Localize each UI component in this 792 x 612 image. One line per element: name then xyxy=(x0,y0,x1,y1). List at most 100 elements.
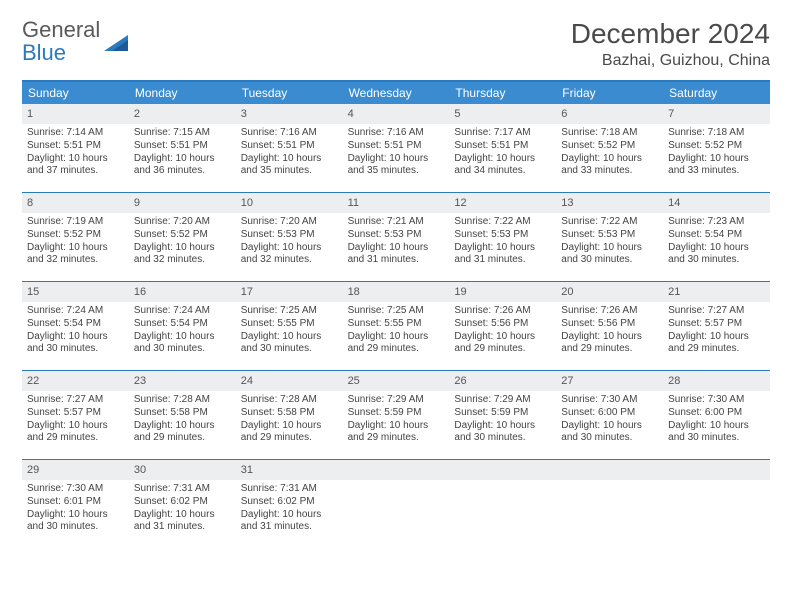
sunrise-line: Sunrise: 7:27 AM xyxy=(27,394,124,407)
calendar-cell: 14Sunrise: 7:23 AMSunset: 5:54 PMDayligh… xyxy=(663,193,770,281)
daylight-line: Daylight: 10 hours and 35 minutes. xyxy=(241,153,338,179)
calendar-cell: 18Sunrise: 7:25 AMSunset: 5:55 PMDayligh… xyxy=(343,282,450,370)
day-number: 27 xyxy=(556,371,663,391)
sunrise-line: Sunrise: 7:20 AM xyxy=(241,216,338,229)
daylight-line: Daylight: 10 hours and 30 minutes. xyxy=(241,331,338,357)
sunrise-line: Sunrise: 7:25 AM xyxy=(241,305,338,318)
daylight-line: Daylight: 10 hours and 29 minutes. xyxy=(27,420,124,446)
sunrise-line: Sunrise: 7:18 AM xyxy=(561,127,658,140)
sunset-line: Sunset: 6:02 PM xyxy=(241,496,338,509)
day-details: Sunrise: 7:30 AMSunset: 6:00 PMDaylight:… xyxy=(556,391,663,450)
dow-friday: Friday xyxy=(556,82,663,104)
day-number: 31 xyxy=(236,460,343,480)
day-details: Sunrise: 7:20 AMSunset: 5:53 PMDaylight:… xyxy=(236,213,343,272)
day-number: 20 xyxy=(556,282,663,302)
sunset-line: Sunset: 5:52 PM xyxy=(134,229,231,242)
day-number xyxy=(343,460,450,480)
calendar-cell xyxy=(449,460,556,548)
sunrise-line: Sunrise: 7:28 AM xyxy=(241,394,338,407)
sunrise-line: Sunrise: 7:15 AM xyxy=(134,127,231,140)
dow-monday: Monday xyxy=(129,82,236,104)
sunrise-line: Sunrise: 7:17 AM xyxy=(454,127,551,140)
day-details: Sunrise: 7:20 AMSunset: 5:52 PMDaylight:… xyxy=(129,213,236,272)
sunrise-line: Sunrise: 7:18 AM xyxy=(668,127,765,140)
calendar-cell: 3Sunrise: 7:16 AMSunset: 5:51 PMDaylight… xyxy=(236,104,343,192)
daylight-line: Daylight: 10 hours and 33 minutes. xyxy=(561,153,658,179)
sunrise-line: Sunrise: 7:29 AM xyxy=(348,394,445,407)
sunrise-line: Sunrise: 7:26 AM xyxy=(454,305,551,318)
calendar-cell: 30Sunrise: 7:31 AMSunset: 6:02 PMDayligh… xyxy=(129,460,236,548)
day-details: Sunrise: 7:21 AMSunset: 5:53 PMDaylight:… xyxy=(343,213,450,272)
day-details: Sunrise: 7:19 AMSunset: 5:52 PMDaylight:… xyxy=(22,213,129,272)
calendar-cell: 9Sunrise: 7:20 AMSunset: 5:52 PMDaylight… xyxy=(129,193,236,281)
sunrise-line: Sunrise: 7:30 AM xyxy=(27,483,124,496)
calendar-cell: 25Sunrise: 7:29 AMSunset: 5:59 PMDayligh… xyxy=(343,371,450,459)
daylight-line: Daylight: 10 hours and 29 minutes. xyxy=(454,331,551,357)
day-details: Sunrise: 7:16 AMSunset: 5:51 PMDaylight:… xyxy=(343,124,450,183)
day-number xyxy=(663,460,770,480)
daylight-line: Daylight: 10 hours and 37 minutes. xyxy=(27,153,124,179)
day-number: 15 xyxy=(22,282,129,302)
sunrise-line: Sunrise: 7:30 AM xyxy=(668,394,765,407)
calendar-cell: 15Sunrise: 7:24 AMSunset: 5:54 PMDayligh… xyxy=(22,282,129,370)
calendar-cell: 22Sunrise: 7:27 AMSunset: 5:57 PMDayligh… xyxy=(22,371,129,459)
sunrise-line: Sunrise: 7:22 AM xyxy=(561,216,658,229)
sunrise-line: Sunrise: 7:28 AM xyxy=(134,394,231,407)
daylight-line: Daylight: 10 hours and 30 minutes. xyxy=(668,420,765,446)
sunset-line: Sunset: 5:54 PM xyxy=(134,318,231,331)
daylight-line: Daylight: 10 hours and 30 minutes. xyxy=(27,509,124,535)
day-number xyxy=(449,460,556,480)
day-details: Sunrise: 7:27 AMSunset: 5:57 PMDaylight:… xyxy=(22,391,129,450)
sunrise-line: Sunrise: 7:29 AM xyxy=(454,394,551,407)
daylight-line: Daylight: 10 hours and 32 minutes. xyxy=(27,242,124,268)
day-number: 1 xyxy=(22,104,129,124)
day-number: 4 xyxy=(343,104,450,124)
day-number: 22 xyxy=(22,371,129,391)
calendar-cell: 10Sunrise: 7:20 AMSunset: 5:53 PMDayligh… xyxy=(236,193,343,281)
header: General Blue December 2024 Bazhai, Guizh… xyxy=(22,18,770,70)
sunset-line: Sunset: 5:52 PM xyxy=(561,140,658,153)
calendar-cell: 5Sunrise: 7:17 AMSunset: 5:51 PMDaylight… xyxy=(449,104,556,192)
dow-thursday: Thursday xyxy=(449,82,556,104)
day-details: Sunrise: 7:29 AMSunset: 5:59 PMDaylight:… xyxy=(449,391,556,450)
calendar-cell: 27Sunrise: 7:30 AMSunset: 6:00 PMDayligh… xyxy=(556,371,663,459)
sunrise-line: Sunrise: 7:22 AM xyxy=(454,216,551,229)
sunset-line: Sunset: 6:02 PM xyxy=(134,496,231,509)
sunrise-line: Sunrise: 7:31 AM xyxy=(134,483,231,496)
day-details: Sunrise: 7:18 AMSunset: 5:52 PMDaylight:… xyxy=(556,124,663,183)
daylight-line: Daylight: 10 hours and 30 minutes. xyxy=(561,420,658,446)
day-details: Sunrise: 7:24 AMSunset: 5:54 PMDaylight:… xyxy=(129,302,236,361)
calendar-cell: 26Sunrise: 7:29 AMSunset: 5:59 PMDayligh… xyxy=(449,371,556,459)
day-number: 28 xyxy=(663,371,770,391)
day-number: 7 xyxy=(663,104,770,124)
calendar-week: 8Sunrise: 7:19 AMSunset: 5:52 PMDaylight… xyxy=(22,193,770,282)
day-number: 17 xyxy=(236,282,343,302)
day-number: 21 xyxy=(663,282,770,302)
calendar-cell: 6Sunrise: 7:18 AMSunset: 5:52 PMDaylight… xyxy=(556,104,663,192)
sunset-line: Sunset: 5:58 PM xyxy=(241,407,338,420)
sunrise-line: Sunrise: 7:23 AM xyxy=(668,216,765,229)
dow-saturday: Saturday xyxy=(663,82,770,104)
calendar-cell: 13Sunrise: 7:22 AMSunset: 5:53 PMDayligh… xyxy=(556,193,663,281)
sunset-line: Sunset: 5:51 PM xyxy=(134,140,231,153)
calendar-cell: 20Sunrise: 7:26 AMSunset: 5:56 PMDayligh… xyxy=(556,282,663,370)
day-details: Sunrise: 7:22 AMSunset: 5:53 PMDaylight:… xyxy=(449,213,556,272)
day-details: Sunrise: 7:25 AMSunset: 5:55 PMDaylight:… xyxy=(343,302,450,361)
sunset-line: Sunset: 5:51 PM xyxy=(348,140,445,153)
daylight-line: Daylight: 10 hours and 34 minutes. xyxy=(454,153,551,179)
sunset-line: Sunset: 5:53 PM xyxy=(561,229,658,242)
calendar-cell: 1Sunrise: 7:14 AMSunset: 5:51 PMDaylight… xyxy=(22,104,129,192)
calendar-cell: 2Sunrise: 7:15 AMSunset: 5:51 PMDaylight… xyxy=(129,104,236,192)
sunrise-line: Sunrise: 7:19 AM xyxy=(27,216,124,229)
sunset-line: Sunset: 5:56 PM xyxy=(454,318,551,331)
sunset-line: Sunset: 5:55 PM xyxy=(348,318,445,331)
day-number: 10 xyxy=(236,193,343,213)
day-number: 13 xyxy=(556,193,663,213)
daylight-line: Daylight: 10 hours and 30 minutes. xyxy=(27,331,124,357)
day-details: Sunrise: 7:17 AMSunset: 5:51 PMDaylight:… xyxy=(449,124,556,183)
day-number: 11 xyxy=(343,193,450,213)
daylight-line: Daylight: 10 hours and 32 minutes. xyxy=(134,242,231,268)
calendar-cell: 29Sunrise: 7:30 AMSunset: 6:01 PMDayligh… xyxy=(22,460,129,548)
calendar-week: 15Sunrise: 7:24 AMSunset: 5:54 PMDayligh… xyxy=(22,282,770,371)
sunrise-line: Sunrise: 7:24 AM xyxy=(27,305,124,318)
